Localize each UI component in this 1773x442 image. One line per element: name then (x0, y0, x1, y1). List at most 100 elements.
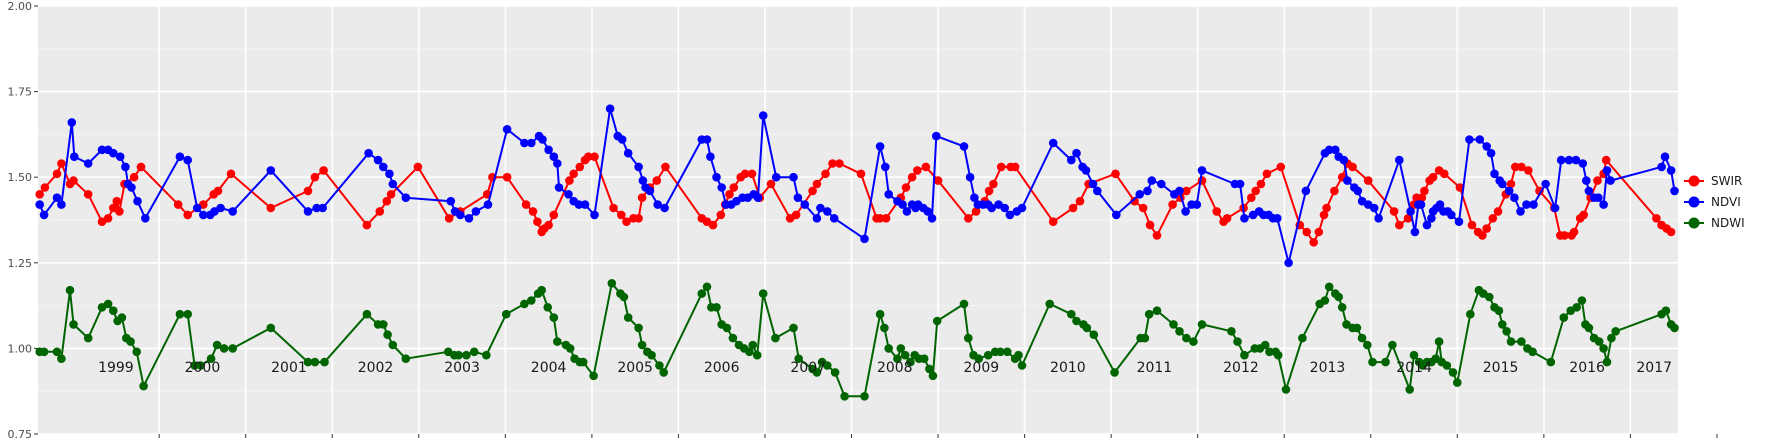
data-point-swir (528, 207, 538, 216)
data-point-swir (103, 214, 113, 223)
data-point-ndvi (634, 162, 643, 172)
data-point-swir (716, 210, 726, 220)
data-point-ndwi (537, 285, 546, 295)
data-point-ndwi (454, 350, 463, 360)
data-point-ndwi (549, 313, 559, 322)
data-point-swir (362, 220, 372, 230)
data-point-ndwi (527, 296, 536, 305)
data-point-ndvi (1427, 214, 1436, 223)
data-point-ndwi (1434, 337, 1444, 346)
data-point-ndwi (722, 323, 732, 333)
data-point-swir (565, 176, 574, 185)
data-point-ndvi (1081, 166, 1091, 175)
data-point-swir (1467, 220, 1477, 230)
data-point-ndwi (196, 361, 205, 370)
data-point-ndvi (1331, 145, 1340, 155)
data-point-ndwi (1448, 368, 1458, 377)
data-point-ndwi (1067, 309, 1076, 319)
data-point-ndvi (965, 172, 975, 182)
data-point-ndwi (362, 309, 372, 319)
data-point-ndvi (318, 203, 328, 213)
data-point-swir (708, 220, 718, 230)
data-point-ndwi (469, 347, 479, 357)
data-point-ndvi (902, 207, 912, 216)
data-point-ndwi (928, 371, 938, 381)
data-point-ndwi (1017, 361, 1027, 370)
data-point-ndvi (133, 196, 142, 206)
data-point-swir (921, 162, 931, 172)
data-point-ndvi (1510, 193, 1519, 202)
data-point-swir (1389, 207, 1399, 216)
data-point-ndvi (706, 152, 715, 161)
data-point-ndvi (1353, 186, 1363, 196)
data-point-ndvi (881, 162, 890, 172)
data-point-ndvi (564, 190, 573, 199)
data-point-ndwi (303, 357, 313, 367)
year-label: 2003 (444, 360, 480, 376)
data-point-ndwi (1611, 327, 1620, 336)
series-layer (35, 104, 1679, 401)
data-point-ndvi (617, 135, 627, 144)
data-point-ndwi (543, 303, 552, 312)
data-point-swir (533, 217, 542, 226)
data-point-swir (1511, 162, 1520, 172)
data-point-swir (747, 169, 757, 179)
year-label: 2010 (1050, 360, 1086, 376)
data-point-swir (1488, 214, 1498, 223)
data-point-ndwi (1409, 350, 1419, 360)
year-label: 2011 (1137, 360, 1173, 376)
data-point-swir (1330, 186, 1339, 196)
data-point-ndwi (1602, 357, 1612, 367)
data-point-swir (129, 172, 139, 182)
data-point-ndwi (637, 340, 647, 350)
data-point-swir (766, 179, 776, 189)
data-point-swir (1666, 227, 1676, 237)
data-point-ndvi (1660, 152, 1670, 161)
data-point-ndwi (139, 381, 148, 391)
data-point-swir (575, 162, 585, 172)
data-point-ndvi (83, 159, 93, 168)
data-point-ndvi (789, 172, 798, 182)
data-point-ndwi (974, 354, 983, 364)
data-point-ndwi (1442, 361, 1452, 370)
y-tick-label: 1.75 (8, 86, 33, 99)
data-point-ndvi (1235, 179, 1245, 189)
data-point-swir (791, 210, 801, 220)
data-point-ndvi (192, 203, 202, 213)
data-point-ndwi (1494, 306, 1504, 316)
data-point-ndvi (1416, 200, 1426, 209)
data-point-swir (569, 169, 578, 179)
legend-label: SWIR (1711, 174, 1742, 188)
data-point-ndwi (959, 299, 969, 309)
year-label: 2014 (1396, 360, 1432, 376)
data-point-ndwi (884, 344, 893, 353)
data-point-ndwi (1334, 292, 1343, 302)
data-point-ndwi (1517, 337, 1526, 346)
data-point-ndvi (471, 207, 481, 216)
data-point-ndwi (1594, 337, 1604, 346)
data-point-ndwi (1324, 282, 1334, 292)
data-point-swir (40, 183, 50, 192)
data-point-ndwi (1233, 337, 1242, 346)
data-point-ndwi (752, 350, 762, 360)
data-point-ndwi (728, 333, 738, 343)
data-point-ndwi (1502, 327, 1511, 336)
data-point-swir (413, 162, 423, 172)
data-point-swir (115, 207, 124, 216)
data-point-ndwi (565, 344, 575, 353)
data-point-ndwi (964, 333, 973, 343)
data-point-ndwi (266, 323, 276, 333)
data-point-ndwi (1045, 299, 1054, 309)
data-point-ndvi (1602, 166, 1612, 175)
data-point-ndvi (660, 203, 669, 213)
data-point-ndwi (310, 357, 320, 367)
data-point-ndvi (520, 138, 529, 148)
data-point-ndwi (1182, 333, 1191, 343)
data-point-ndvi (1522, 200, 1531, 209)
data-point-swir (1482, 224, 1491, 233)
data-point-ndvi (884, 190, 893, 199)
data-point-ndwi (745, 347, 754, 357)
data-point-ndvi (1606, 176, 1615, 185)
data-point-ndvi (574, 200, 584, 209)
